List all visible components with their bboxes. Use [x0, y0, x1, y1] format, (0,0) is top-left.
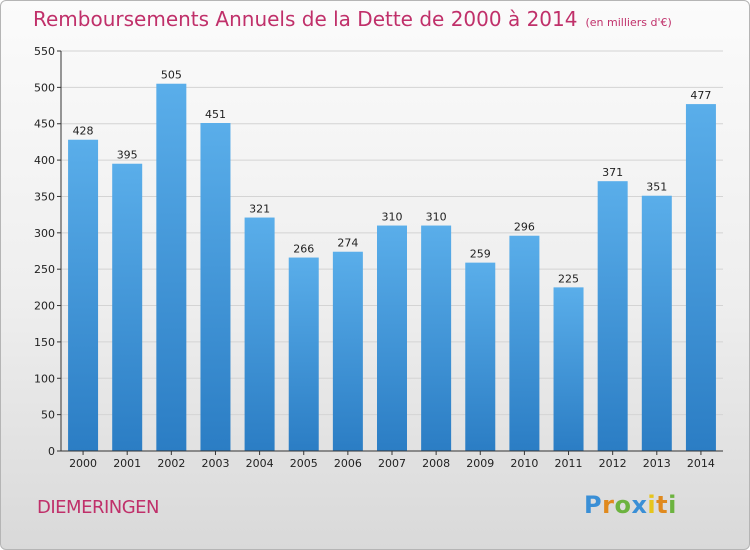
bar-2005: [288, 257, 319, 451]
bar-2009: [465, 262, 496, 451]
value-label-2001: 395: [117, 149, 138, 162]
x-tick-label-2012: 2012: [599, 457, 627, 470]
bar-2002: [156, 83, 187, 452]
x-tick-label-2009: 2009: [466, 457, 494, 470]
y-tick-label: 200: [34, 300, 55, 313]
x-tick-label-2004: 2004: [246, 457, 274, 470]
logo-letter: o: [614, 491, 632, 519]
y-tick-label: 500: [34, 81, 55, 94]
x-tick-label-2002: 2002: [157, 457, 185, 470]
y-tick-label: 100: [34, 372, 55, 385]
value-label-2007: 310: [382, 211, 403, 224]
bar-2010: [509, 235, 540, 451]
logo-letter: r: [602, 491, 615, 519]
bar-2012: [597, 181, 628, 451]
y-tick-label: 50: [41, 409, 55, 422]
value-label-2010: 296: [514, 221, 535, 234]
value-label-2000: 428: [73, 125, 94, 138]
x-tick-label-2001: 2001: [113, 457, 141, 470]
value-label-2014: 477: [690, 89, 711, 102]
y-tick-label: 350: [34, 190, 55, 203]
axes: 0 50 100 150 200 250 300 350 400 450 500 550 2000 200…: [34, 45, 723, 470]
x-tick-label-2013: 2013: [643, 457, 671, 470]
x-tick-label-2014: 2014: [687, 457, 715, 470]
value-label-2008: 310: [426, 211, 447, 224]
bar-2011: [553, 287, 584, 451]
x-tick-label-2000: 2000: [69, 457, 97, 470]
logo-letter: t: [656, 491, 669, 519]
x-tick-label-2008: 2008: [422, 457, 450, 470]
logo-letter: x: [631, 491, 648, 519]
logo-letter: i: [668, 491, 677, 519]
value-label-2003: 451: [205, 108, 226, 121]
bars: [68, 83, 716, 452]
bar-2001: [112, 163, 143, 451]
chart-title-text: Remboursements Annuels de la Dette de 20…: [33, 7, 578, 31]
y-tick-label: 550: [34, 45, 55, 58]
x-tick-label-2007: 2007: [378, 457, 406, 470]
chart-unit: (en milliers d'€): [585, 16, 672, 29]
value-label-2011: 225: [558, 272, 579, 285]
value-label-2013: 351: [646, 181, 667, 194]
bar-2014: [685, 104, 716, 451]
commune-name: DIEMERINGEN: [37, 497, 160, 518]
logo-letter: P: [584, 491, 603, 519]
y-tick-label: 300: [34, 227, 55, 240]
value-label-2006: 274: [337, 237, 358, 250]
chart-title: Remboursements Annuels de la Dette de 20…: [33, 7, 672, 31]
bar-2007: [377, 225, 407, 451]
bar-2003: [200, 123, 231, 451]
y-tick-label: 450: [34, 118, 55, 131]
x-tick-label-2003: 2003: [201, 457, 229, 470]
proxiti-logo: Proxiti: [584, 491, 677, 519]
logo-letter: i: [647, 491, 657, 519]
x-tick-label-2010: 2010: [510, 457, 538, 470]
x-tick-label-2005: 2005: [290, 457, 318, 470]
x-tick-label-2011: 2011: [555, 457, 583, 470]
y-tick-label: 150: [34, 336, 55, 349]
value-label-2005: 266: [293, 243, 314, 256]
bar-2000: [68, 139, 99, 451]
value-label-2012: 371: [602, 166, 623, 179]
y-tick-label: 250: [34, 263, 55, 276]
bar-2006: [332, 251, 363, 451]
value-label-2002: 505: [161, 69, 182, 82]
value-label-2004: 321: [249, 203, 270, 216]
y-tick-label: 400: [34, 154, 55, 167]
value-label-2009: 259: [470, 248, 491, 261]
y-tick-label: 0: [48, 445, 55, 458]
value-labels: 428 395 505 451 321 266 274 310 310 259 296 225 371 3…: [73, 69, 712, 286]
bar-2008: [421, 225, 452, 451]
x-tick-label-2006: 2006: [334, 457, 362, 470]
bar-2004: [244, 217, 275, 451]
bar-2013: [641, 195, 672, 451]
